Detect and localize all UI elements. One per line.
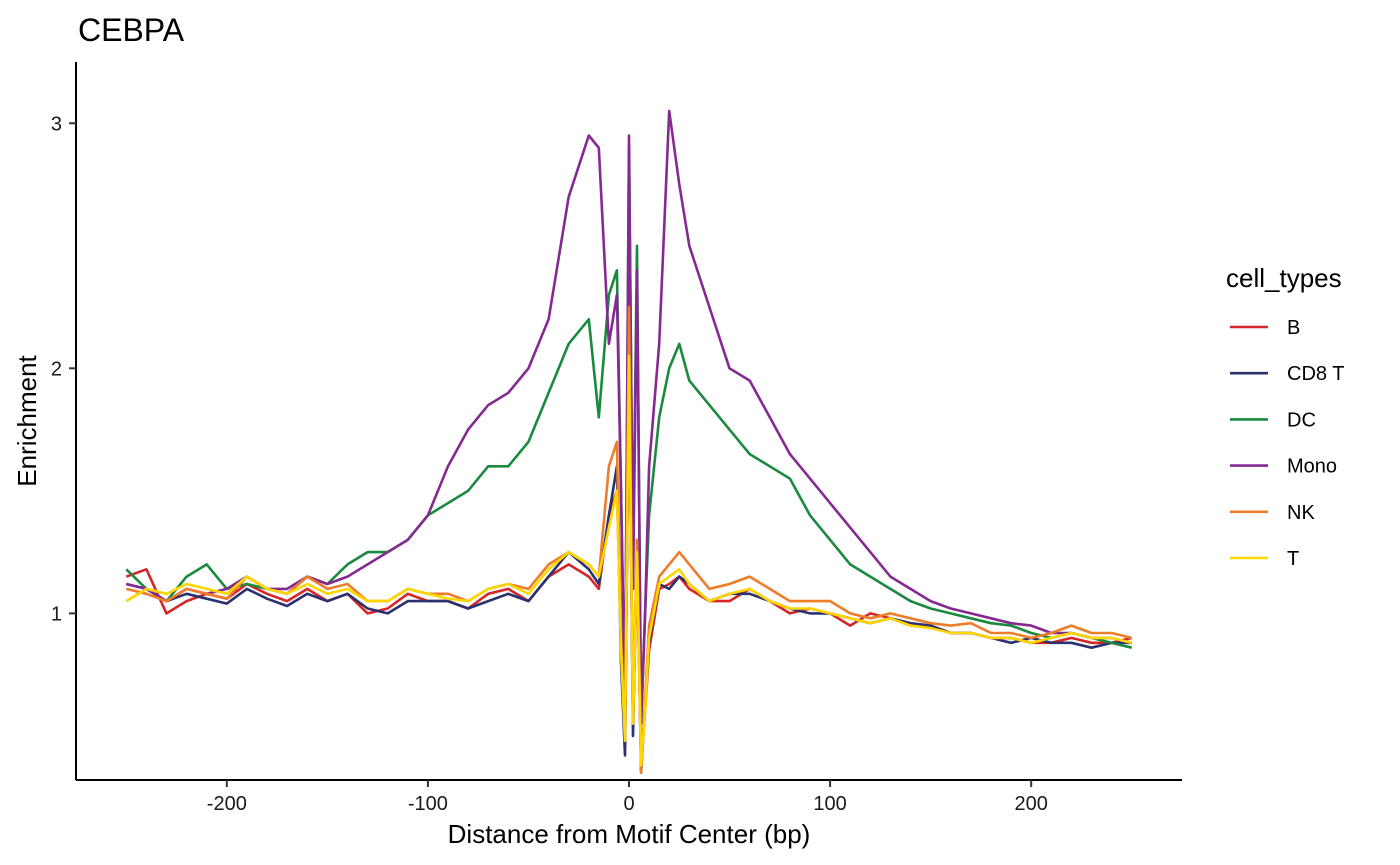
legend-label: CD8 T <box>1287 363 1344 385</box>
legend-title: cell_types <box>1226 263 1342 293</box>
series-layer <box>125 109 1133 774</box>
y-axis-title: Enrichment <box>12 354 42 486</box>
legend-label: B <box>1287 317 1300 339</box>
ticks-layer: -200 -100 0 100 200 1 2 3 <box>51 113 1048 815</box>
x-axis-title: Distance from Motif Center (bp) <box>448 819 811 849</box>
legend-label: Mono <box>1287 456 1337 478</box>
x-tick-label: 0 <box>623 793 634 815</box>
legend-label: DC <box>1287 409 1316 431</box>
legend: cell_types B CD8 T DC Mono NK T <box>1226 263 1344 570</box>
x-tick-label: -200 <box>207 793 247 815</box>
legend-label: T <box>1287 548 1299 570</box>
x-tick-label: 100 <box>813 793 846 815</box>
y-tick-label: 3 <box>51 113 62 135</box>
x-tick-label: 200 <box>1014 793 1047 815</box>
x-tick-label: -100 <box>408 793 448 815</box>
chart-title: CEBPA <box>78 12 185 48</box>
y-tick-label: 1 <box>51 603 62 625</box>
series-line-cd8-t <box>125 342 1132 774</box>
series-line-t <box>125 354 1133 767</box>
y-tick-label: 2 <box>51 358 62 380</box>
legend-label: NK <box>1287 502 1315 524</box>
